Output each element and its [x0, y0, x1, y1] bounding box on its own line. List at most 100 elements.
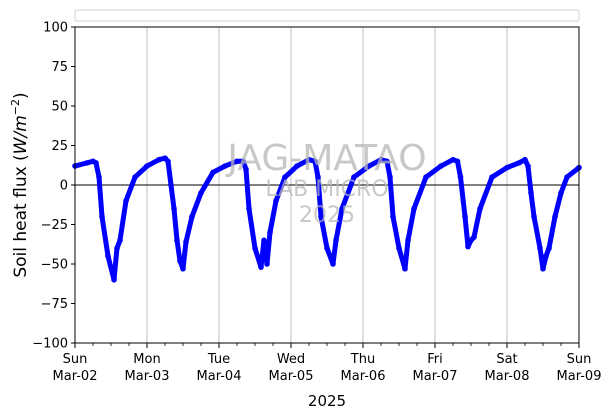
watermark-line-2: LAB MICRO: [265, 177, 388, 202]
x-tick-day: Sun: [567, 352, 592, 367]
data-point: [93, 160, 99, 166]
x-tick-day: Fri: [427, 352, 443, 367]
x-tick-date: Mar-05: [269, 369, 314, 384]
data-point: [405, 237, 411, 244]
data-point: [123, 198, 129, 204]
y-axis-title-exponent: −2: [9, 99, 22, 115]
data-point: [465, 243, 471, 250]
y-tick-label: 25: [51, 139, 68, 154]
data-point: [537, 245, 543, 251]
data-point: [99, 213, 105, 220]
data-point: [333, 237, 339, 244]
x-tick-date: Mar-03: [125, 369, 170, 384]
data-point: [516, 160, 522, 166]
x-tick-day: Wed: [277, 352, 305, 367]
y-tick-label: 50: [51, 100, 68, 115]
data-point: [180, 265, 186, 272]
x-tick-day: Sun: [63, 352, 88, 367]
data-point: [246, 205, 252, 212]
data-point: [504, 164, 510, 171]
data-point: [454, 158, 461, 165]
data-point: [189, 213, 195, 220]
x-tick-date: Mar-08: [485, 369, 530, 384]
x-tick-day: Mon: [133, 352, 160, 367]
y-axis-title-close: ): [11, 92, 31, 99]
legend-box: [74, 9, 580, 22]
y-tick-label: −50: [41, 258, 68, 273]
x-axis-title: 2025: [308, 392, 346, 410]
data-point: [177, 258, 183, 264]
data-point: [564, 174, 570, 180]
data-point: [318, 213, 324, 220]
data-point: [402, 265, 408, 272]
data-point: [117, 237, 123, 244]
data-point: [531, 213, 537, 220]
data-point: [489, 174, 495, 180]
data-point: [558, 190, 564, 196]
x-tick-date: Mar-06: [341, 369, 386, 384]
data-point: [384, 158, 390, 165]
y-tick-label: −25: [41, 218, 68, 233]
x-tick-date: Mar-09: [557, 369, 602, 384]
data-point: [552, 213, 558, 220]
data-point: [240, 158, 246, 165]
data-point: [222, 163, 228, 169]
data-point: [315, 174, 321, 180]
data-point: [273, 198, 279, 204]
data-point: [457, 174, 464, 180]
x-tick-date: Mar-07: [413, 369, 458, 384]
x-tick-date: Mar-04: [197, 369, 242, 384]
x-tick-date: Mar-02: [53, 369, 98, 384]
y-axis-title-text: Soil heat flux (: [11, 154, 31, 277]
data-point: [366, 163, 372, 169]
data-point: [324, 245, 330, 251]
data-point: [339, 205, 345, 212]
data-point: [522, 156, 528, 163]
data-point: [105, 253, 111, 259]
data-point: [294, 163, 300, 169]
y-axis: −100 −75 −50 −25 0 25 50 75 100: [32, 21, 75, 352]
data-point: [525, 163, 531, 169]
data-point: [84, 160, 90, 166]
data-point: [243, 166, 249, 172]
x-tick-day: Tue: [207, 352, 230, 367]
data-point: [396, 245, 402, 251]
x-axis: Sun Mar-02 Mon Mar-03 Tue Mar-04 Wed Mar-05 Thu M…: [53, 343, 602, 384]
data-point: [528, 190, 534, 196]
data-point: [96, 174, 102, 180]
data-point: [282, 174, 288, 180]
watermark-line-1: JAG-MATAO: [225, 138, 426, 179]
watermark-line-3: 2025: [299, 203, 355, 228]
data-series: [72, 155, 582, 283]
data-point: [183, 239, 189, 245]
data-point: [198, 190, 204, 196]
data-point: [144, 163, 150, 169]
y-tick-label: 100: [43, 21, 68, 36]
data-point: [261, 237, 267, 244]
y-tick-label: −75: [41, 297, 68, 312]
data-point: [387, 174, 393, 180]
data-point: [168, 182, 174, 188]
y-tick-label: 75: [51, 60, 68, 75]
data-point: [306, 156, 312, 163]
data-point: [540, 265, 546, 272]
data-point: [546, 245, 552, 251]
data-point: [411, 205, 417, 212]
data-point: [132, 174, 138, 180]
x-tick-day: Thu: [350, 352, 375, 367]
data-point: [423, 174, 429, 180]
data-point: [462, 213, 468, 220]
data-point: [234, 158, 240, 165]
data-point: [312, 158, 318, 165]
data-point: [156, 156, 162, 163]
y-axis-title: Soil heat flux (W/m−2): [9, 92, 31, 277]
data-point: [267, 229, 273, 236]
data-point: [174, 237, 180, 244]
data-point: [171, 205, 177, 212]
y-tick-label: 0: [60, 179, 68, 194]
data-point: [165, 158, 171, 165]
data-point: [543, 253, 549, 259]
data-point: [258, 264, 264, 270]
data-point: [351, 174, 357, 180]
